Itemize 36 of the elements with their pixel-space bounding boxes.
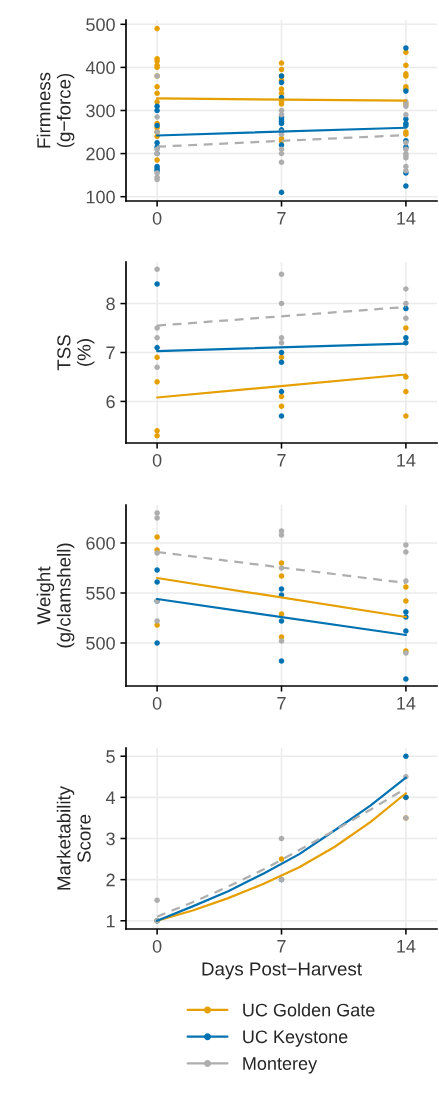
y-tick-label: 1	[106, 914, 115, 928]
x-tick-label: 14	[397, 212, 416, 225]
y-tick-label: 500	[86, 636, 115, 650]
x-tick-label: 14	[397, 940, 416, 953]
y-tick-label: 100	[86, 190, 115, 204]
x-tick-label: 7	[277, 212, 286, 225]
x-tick-label: 0	[152, 211, 162, 225]
y-tick-label: 6	[106, 395, 115, 409]
legend-label: Monterey	[243, 1057, 318, 1074]
x-tick-label: 0	[152, 939, 162, 953]
y-tick-label: 400	[85, 61, 115, 75]
x-tick-label: 7	[277, 454, 286, 467]
x-tick-label: 14	[397, 454, 416, 467]
y-tick-label: 5	[106, 750, 115, 763]
legend-label: UC Keystone	[243, 1030, 348, 1047]
y-tick-label: 3	[106, 832, 115, 846]
y-tick-label: 7	[106, 346, 115, 360]
x-axis-title: Days Post−Harvest	[202, 962, 362, 980]
y-tick-label: 200	[86, 147, 115, 161]
legend-label: UC Golden Gate	[243, 1003, 375, 1017]
y-axis-title: Weight (g/clamshell)	[36, 543, 75, 648]
x-tick-label: 0	[152, 453, 162, 467]
y-axis-title: Firmness (g−force)	[36, 72, 75, 148]
y-tick-label: 300	[86, 104, 115, 118]
y-axis-title: Marketability Score	[56, 785, 91, 890]
y-tick-label: 8	[106, 297, 115, 311]
y-tick-label: 600	[86, 536, 115, 550]
y-axis-title: TSS (%)	[57, 335, 95, 371]
y-tick-label: 550	[86, 586, 115, 600]
y-tick-label: 500	[86, 18, 115, 32]
x-tick-label: 7	[277, 697, 286, 710]
y-tick-label: 2	[106, 873, 115, 887]
x-tick-label: 7	[277, 940, 286, 953]
x-tick-label: 14	[397, 697, 416, 710]
x-tick-label: 0	[152, 696, 162, 710]
y-tick-label: 4	[105, 791, 116, 804]
